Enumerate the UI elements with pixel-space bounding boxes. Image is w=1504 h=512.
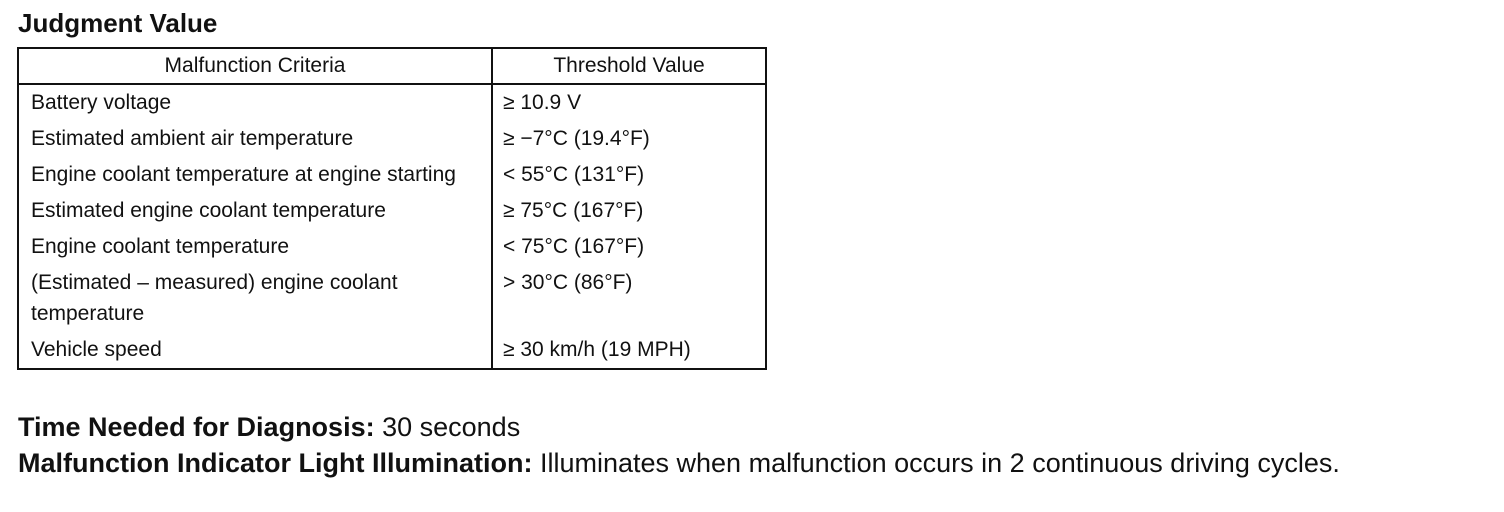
table-body: Battery voltage ≥ 10.9 V Estimated ambient…	[17, 84, 766, 369]
table-row: Battery voltage ≥ 10.9 V	[17, 84, 766, 121]
criteria-cell: Estimated engine coolant temperature	[17, 193, 492, 229]
table-row: Engine coolant temperature < 75°C (167°F)	[17, 229, 766, 265]
column-header: Malfunction Criteria	[17, 47, 493, 85]
section-title: Judgment Value	[18, 8, 218, 38]
threshold-cell: ≥ −7°C (19.4°F)	[491, 121, 766, 157]
criteria-cell: (Estimated – measured) engine coolant te…	[17, 265, 492, 332]
label: Time Needed for Diagnosis:	[18, 412, 375, 442]
value: 30 seconds	[382, 412, 521, 442]
mil-illumination: Malfunction Indicator Light Illumination…	[18, 446, 1468, 480]
judgment-table: Malfunction Criteria Threshold Value Bat…	[17, 47, 767, 370]
threshold-cell: ≥ 75°C (167°F)	[491, 193, 766, 229]
threshold-cell: < 55°C (131°F)	[491, 157, 766, 193]
table-row: Estimated engine coolant temperature ≥ 75…	[17, 193, 766, 229]
criteria-cell: Battery voltage	[17, 84, 492, 121]
table-row: Engine coolant temperature at engine sta…	[17, 157, 766, 193]
value: Illuminates when malfunction occurs in 2…	[539, 448, 1340, 478]
criteria-cell: Engine coolant temperature at engine sta…	[17, 157, 492, 193]
label: Malfunction Indicator Light Illumination…	[18, 448, 533, 478]
criteria-cell: Engine coolant temperature	[17, 229, 492, 265]
table-row: Estimated ambient air temperature ≥ −7°C …	[17, 121, 766, 157]
threshold-cell: > 30°C (86°F)	[491, 265, 766, 332]
header-row: Malfunction Criteria Threshold Value	[17, 47, 767, 85]
table-row: (Estimated – measured) engine coolant te…	[17, 265, 766, 332]
criteria-cell: Estimated ambient air temperature	[17, 121, 492, 157]
criteria-cell: Vehicle speed	[17, 332, 492, 369]
diagnosis-time: Time Needed for Diagnosis: 30 seconds	[18, 410, 1468, 444]
column-header: Threshold Value	[491, 47, 767, 85]
table-row: Vehicle speed ≥ 30 km/h (19 MPH)	[17, 332, 766, 369]
threshold-cell: ≥ 30 km/h (19 MPH)	[491, 332, 766, 369]
threshold-cell: ≥ 10.9 V	[491, 84, 766, 121]
threshold-cell: < 75°C (167°F)	[491, 229, 766, 265]
